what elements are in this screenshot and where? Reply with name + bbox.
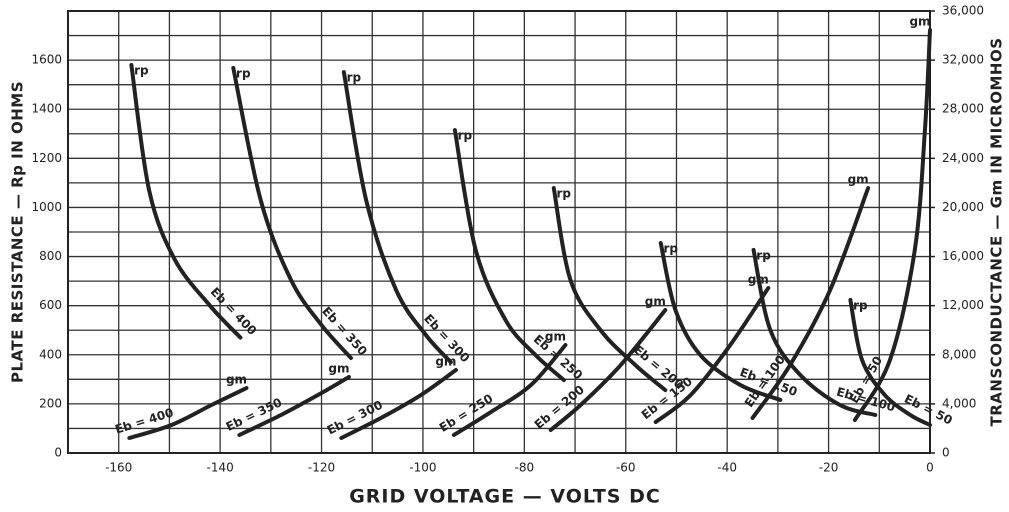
- y-tick-label: 1000: [31, 200, 62, 214]
- rp-label: rp: [236, 66, 251, 80]
- curve: [237, 375, 351, 438]
- y-tick-label: 600: [39, 298, 62, 312]
- gm-label: gm: [748, 273, 769, 287]
- x-tick-label: 0: [926, 461, 934, 475]
- y2-tick-label: 12,000: [942, 298, 984, 312]
- gm-label: gm: [328, 362, 349, 376]
- x-tick-label: -120: [308, 461, 335, 475]
- y-tick-label: 800: [39, 249, 62, 263]
- rp-label: rp: [347, 71, 362, 85]
- y-tick-label: 0: [54, 446, 62, 460]
- gm-label: gm: [435, 355, 456, 369]
- rp-label: rp: [663, 242, 678, 256]
- y-axis-title: PLATE RESISTANCE — Rp IN OHMS: [9, 81, 27, 383]
- curve: [451, 343, 568, 438]
- gm-label: gm: [909, 15, 930, 29]
- y2-tick-label: 36,000: [942, 4, 984, 18]
- rp-label: rp: [756, 248, 771, 262]
- y2-tick-label: 32,000: [942, 53, 984, 67]
- curve: [852, 28, 932, 423]
- y2-tick-label: 8,000: [942, 347, 976, 361]
- x-tick-label: -20: [819, 461, 839, 475]
- plot-frame: [67, 10, 931, 454]
- gm-label: gm: [848, 173, 869, 187]
- x-tick-label: -60: [616, 461, 636, 475]
- rp-label: rp: [557, 187, 572, 201]
- curve: [452, 128, 566, 383]
- y2-tick-label: 0: [942, 446, 950, 460]
- y2-tick-label: 16,000: [942, 249, 984, 263]
- x-tick-label: -40: [717, 461, 737, 475]
- y2-tick-label: 4,000: [942, 396, 976, 410]
- gm-label: gm: [645, 295, 666, 309]
- y-tick-label: 1400: [31, 102, 62, 116]
- y2-axis-title: TRANSCONDUCTANCE — Gm IN MICROMHOS: [988, 37, 1006, 426]
- curve: [127, 386, 249, 441]
- curve: [341, 70, 453, 365]
- y2-tick-label: 28,000: [942, 102, 984, 116]
- rp-label: rp: [134, 64, 149, 78]
- gm-label: gm: [226, 373, 247, 387]
- y-tick-label: 400: [39, 347, 62, 361]
- y-tick-label: 1200: [31, 151, 62, 165]
- gm-label: gm: [545, 330, 566, 344]
- y2-tick-label: 20,000: [942, 200, 984, 214]
- curve: [750, 186, 871, 421]
- curve: [231, 65, 353, 360]
- curve: [653, 286, 771, 425]
- curve: [658, 241, 783, 402]
- x-tick-label: -80: [515, 461, 535, 475]
- curve: [339, 368, 458, 441]
- y-tick-label: 200: [39, 396, 62, 410]
- curve: [548, 308, 668, 433]
- curve: [848, 298, 932, 428]
- curve: [129, 63, 243, 340]
- x-axis-title: GRID VOLTAGE — VOLTS DC: [349, 486, 661, 508]
- x-tick-label: -100: [409, 461, 436, 475]
- y2-tick-label: 24,000: [942, 151, 984, 165]
- x-tick-label: -160: [105, 461, 132, 475]
- curve: [551, 186, 668, 393]
- rp-label: rp: [458, 129, 473, 143]
- y-tick-label: 1600: [31, 53, 62, 67]
- x-tick-label: -140: [207, 461, 234, 475]
- rp-label: rp: [853, 299, 868, 313]
